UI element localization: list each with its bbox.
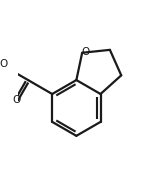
Text: O: O xyxy=(82,47,90,57)
Text: O: O xyxy=(0,59,7,69)
Text: O: O xyxy=(12,95,20,105)
